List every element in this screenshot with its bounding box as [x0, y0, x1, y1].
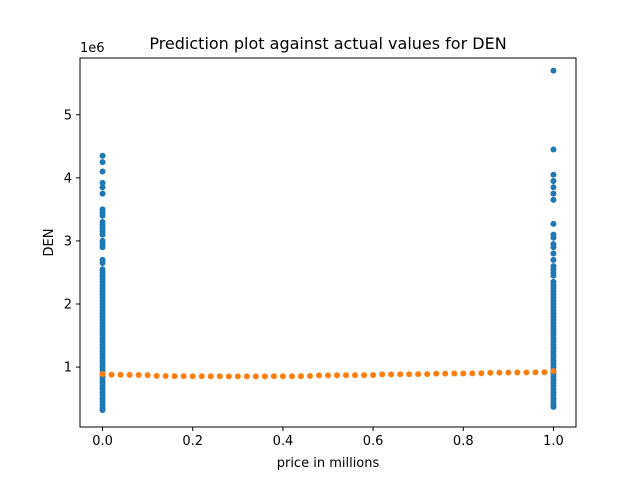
data-point-s1-20	[279, 373, 286, 380]
data-point-s1-3	[126, 371, 133, 378]
data-points	[99, 67, 557, 413]
data-point-s1-12	[207, 373, 214, 380]
y-offset-label: 1e6	[80, 41, 105, 56]
data-point-s0-78	[550, 256, 557, 263]
data-point-s1-5	[144, 372, 151, 379]
y-tick-label: 1	[64, 361, 72, 376]
data-point-s0-65	[550, 67, 557, 74]
data-point-s1-28	[352, 372, 359, 379]
data-point-s1-36	[424, 371, 431, 378]
data-point-s1-27	[343, 372, 350, 379]
data-point-s1-21	[288, 373, 295, 380]
data-point-s0-66	[550, 146, 557, 153]
x-tick-label: 0.2	[182, 434, 203, 449]
data-point-s1-17	[252, 373, 259, 380]
data-point-s0-5	[99, 190, 106, 197]
data-point-s1-30	[370, 372, 377, 379]
data-point-s1-6	[153, 372, 160, 379]
data-point-s1-46	[514, 369, 521, 376]
data-point-s1-44	[496, 369, 503, 376]
data-point-s0-13	[99, 231, 106, 238]
data-point-s1-23	[306, 373, 313, 380]
x-tick-label: 0.6	[363, 434, 384, 449]
data-point-s0-0	[99, 152, 106, 159]
data-point-s1-10	[189, 373, 196, 380]
x-tick-label: 0.4	[273, 434, 294, 449]
x-axis-title: price in millions	[277, 456, 380, 471]
data-point-s0-68	[550, 178, 557, 184]
data-point-s1-32	[388, 371, 395, 378]
data-point-s1-26	[334, 372, 341, 379]
x-tick-label: 0.8	[453, 434, 474, 449]
y-tick-label: 3	[64, 234, 72, 249]
data-point-s0-67	[550, 171, 557, 178]
data-point-s1-4	[135, 372, 142, 379]
data-point-s1-49	[541, 369, 548, 376]
data-point-s0-4	[99, 184, 106, 191]
data-point-s1-50	[550, 368, 557, 375]
data-point-s1-16	[243, 373, 250, 380]
data-point-s0-2	[99, 168, 106, 175]
data-point-s1-39	[451, 370, 458, 377]
data-point-s1-31	[379, 371, 386, 378]
data-point-s1-15	[234, 373, 241, 380]
data-point-s0-8	[99, 212, 106, 219]
data-point-s1-42	[478, 370, 485, 377]
data-point-s0-76	[550, 244, 557, 251]
data-point-s0-74	[550, 234, 557, 241]
y-tick-label: 5	[64, 108, 72, 123]
data-point-s1-25	[325, 372, 331, 379]
data-point-s0-72	[550, 220, 557, 227]
data-point-s1-11	[198, 373, 205, 380]
data-point-s0-77	[550, 250, 557, 257]
data-point-s1-34	[406, 371, 413, 378]
data-point-s1-13	[216, 373, 223, 380]
chart-title: Prediction plot against actual values fo…	[149, 34, 506, 53]
data-point-s0-16	[99, 244, 106, 251]
data-point-s1-24	[315, 372, 322, 379]
data-point-s1-8	[171, 373, 178, 380]
data-point-s1-2	[117, 371, 124, 378]
data-point-s1-7	[162, 373, 169, 380]
data-point-s1-0	[99, 371, 106, 378]
data-point-s1-47	[523, 369, 530, 376]
data-point-s1-9	[180, 373, 187, 380]
data-point-s0-123	[550, 403, 557, 410]
data-point-s1-29	[361, 372, 368, 379]
data-point-s1-19	[270, 373, 277, 380]
y-tick-label: 4	[64, 171, 72, 186]
data-point-s1-1	[108, 371, 115, 378]
data-point-s1-14	[225, 373, 232, 380]
data-point-s0-69	[550, 184, 557, 191]
data-point-s0-1	[99, 159, 106, 166]
data-point-s1-33	[397, 371, 404, 378]
data-point-s1-18	[261, 373, 268, 380]
x-axis: 0.0 0.2 0.4 0.6 0.8 1.0	[92, 427, 564, 449]
data-point-s1-37	[433, 370, 440, 377]
data-point-s0-64	[99, 406, 106, 413]
data-point-s0-18	[99, 260, 106, 266]
data-point-s1-43	[487, 369, 494, 376]
data-point-s1-45	[505, 369, 512, 376]
data-point-s0-3	[99, 179, 106, 186]
plot-frame	[79, 57, 577, 428]
data-point-s0-70	[550, 190, 557, 197]
y-tick-label: 2	[64, 298, 72, 313]
data-point-s1-35	[415, 371, 422, 378]
data-point-s0-71	[550, 196, 557, 203]
data-point-s1-22	[297, 373, 304, 380]
data-point-s1-48	[532, 369, 539, 376]
x-tick-label: 1.0	[543, 434, 564, 449]
data-point-s1-41	[469, 370, 476, 377]
y-axis-title: DEN	[42, 229, 57, 257]
x-tick-label: 0.0	[92, 434, 113, 449]
data-point-s0-82	[550, 272, 557, 279]
data-point-s1-40	[460, 370, 467, 377]
data-point-s1-38	[442, 370, 449, 377]
y-axis: 1 2 3 4 5	[64, 108, 80, 376]
